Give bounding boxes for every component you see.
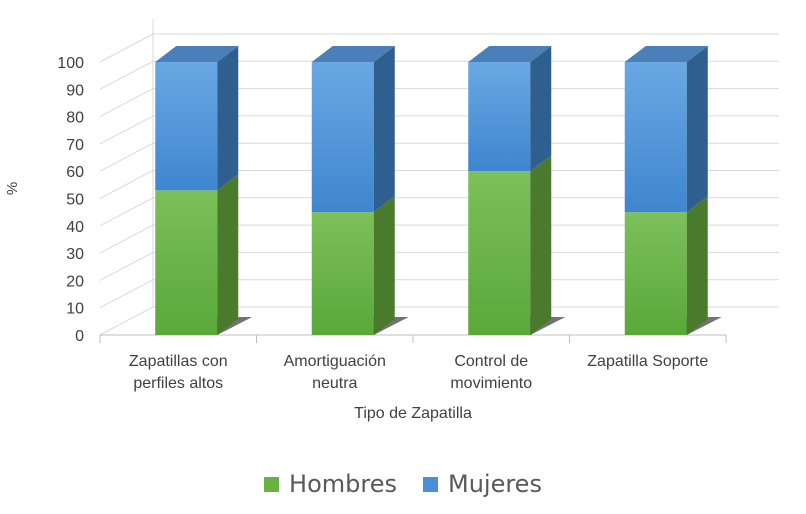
legend-swatch-hombres — [264, 476, 280, 492]
bar-mujeres — [468, 62, 531, 172]
legend-item-mujeres: Mujeres — [422, 470, 542, 498]
bar-mujeres — [624, 62, 687, 213]
y-axis-title: % — [4, 181, 22, 196]
x-tick-label: Control de — [454, 353, 528, 370]
bar-hombres — [155, 190, 218, 335]
y-tick-label: 80 — [66, 110, 84, 127]
y-tick-label: 50 — [66, 192, 84, 209]
legend-label-hombres: Hombres — [289, 470, 397, 498]
x-tick-label: perfiles altos — [133, 375, 223, 392]
gridline-side — [99, 60, 154, 90]
gridline-side — [99, 33, 154, 63]
bar-mujeres — [155, 62, 218, 191]
gridline-side — [99, 142, 154, 172]
bar-side-hombres — [373, 196, 395, 335]
y-tick-label: 100 — [57, 55, 84, 72]
bar-hombres — [468, 171, 531, 335]
y-tick-label: 60 — [66, 164, 84, 181]
gridline-side — [99, 197, 154, 227]
bar-side-hombres — [217, 174, 239, 335]
bar-side-mujeres — [373, 46, 395, 213]
x-tick-label: neutra — [312, 375, 357, 392]
x-tick-label: Zapatillas con — [129, 353, 228, 370]
bar-mujeres — [311, 62, 374, 213]
bar-top-mujeres — [311, 46, 395, 62]
legend: Hombres Mujeres — [0, 470, 806, 498]
legend-label-mujeres: Mujeres — [447, 470, 542, 498]
gridline-side — [99, 279, 154, 309]
gridline-side — [99, 306, 154, 336]
y-tick-label: 70 — [66, 137, 84, 154]
y-tick-label: 10 — [66, 301, 84, 318]
bar-top-mujeres — [624, 46, 708, 62]
bar-side-hombres — [686, 196, 708, 335]
bars — [155, 46, 722, 335]
gridline-side — [99, 170, 154, 199]
gridline-side — [99, 251, 154, 281]
y-tick-label: 40 — [66, 219, 84, 236]
y-tick-label: 0 — [75, 328, 84, 345]
bar-top-mujeres — [155, 46, 239, 62]
gridline-side — [99, 88, 154, 118]
y-tick-label: 30 — [66, 246, 84, 263]
x-axis-title: Tipo de Zapatilla — [354, 405, 472, 422]
y-tick-label: 20 — [66, 273, 84, 290]
bar-hombres — [624, 212, 687, 335]
legend-item-hombres: Hombres — [264, 470, 397, 498]
bar-hombres — [311, 212, 374, 335]
x-tick-label: Zapatilla Soporte — [587, 353, 708, 370]
legend-swatch-mujeres — [422, 476, 438, 492]
labels: 0 10 20 30 40 50 60 70 80 90 100 Zapatillas con perf… — [57, 55, 708, 422]
axes — [99, 334, 727, 343]
bar-side-mujeres — [530, 46, 552, 172]
x-tick-label: Amortiguación — [284, 353, 386, 370]
bar-side-hombres — [530, 155, 552, 335]
bar-side-mujeres — [217, 46, 239, 191]
bar-side-mujeres — [686, 46, 708, 213]
bar-top-mujeres — [468, 46, 552, 62]
x-tick-label: movimiento — [450, 375, 532, 392]
gridline-side — [99, 115, 154, 145]
gridline-side — [99, 224, 154, 254]
y-tick-label: 90 — [66, 82, 84, 99]
